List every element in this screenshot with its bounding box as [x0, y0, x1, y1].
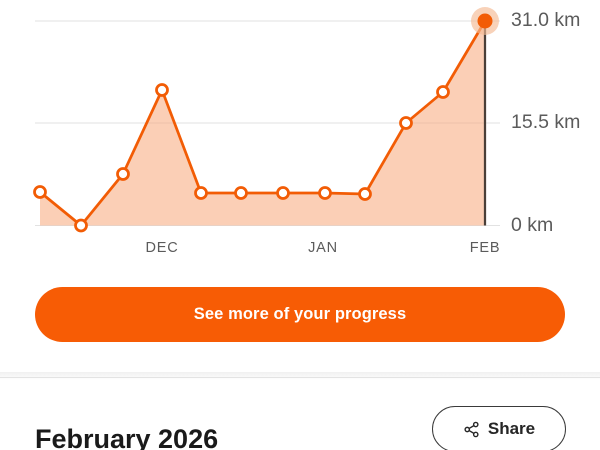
svg-text:DEC: DEC: [145, 240, 178, 256]
svg-text:0 km: 0 km: [511, 214, 553, 236]
svg-text:15.5 km: 15.5 km: [511, 111, 580, 133]
svg-text:31.0 km: 31.0 km: [511, 9, 580, 31]
svg-text:FEB: FEB: [470, 240, 501, 256]
svg-text:JAN: JAN: [308, 240, 338, 256]
